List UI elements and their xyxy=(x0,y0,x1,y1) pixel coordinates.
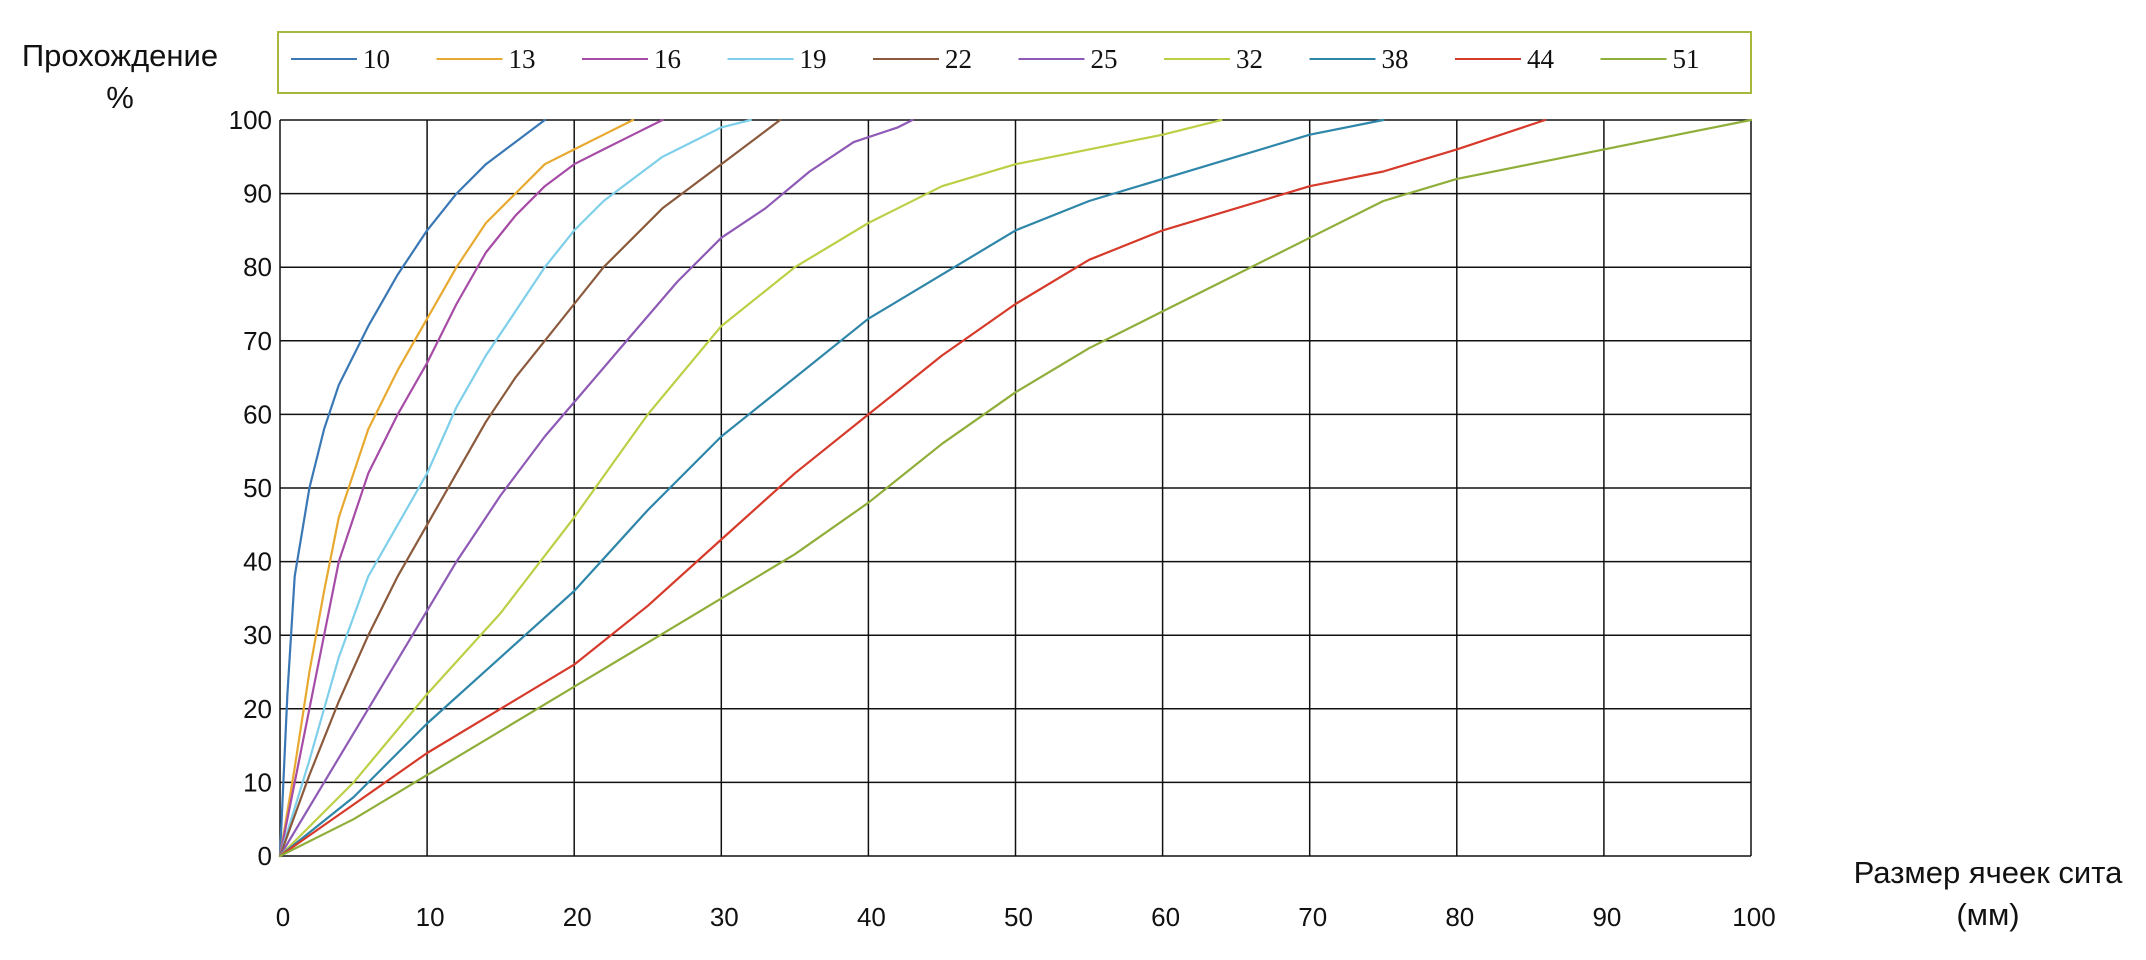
y-tick-labels: 0 10 20 30 40 50 60 70 80 90 100 xyxy=(229,105,272,871)
x-tick-label: 60 xyxy=(1151,902,1180,932)
x-tick-label: 20 xyxy=(563,902,592,932)
legend: 10 13 16 19 22 25 32 38 44 51 xyxy=(278,32,1751,93)
y-tick-label: 100 xyxy=(229,105,272,135)
x-tick-label: 50 xyxy=(1004,902,1033,932)
x-tick-label: 40 xyxy=(857,902,886,932)
y-tick-label: 90 xyxy=(243,179,272,209)
x-tick-label: 80 xyxy=(1445,902,1474,932)
y-tick-label: 0 xyxy=(258,841,272,871)
x-tick-label: 70 xyxy=(1298,902,1327,932)
x-tick-label: 100 xyxy=(1732,902,1775,932)
x-tick-label: 90 xyxy=(1592,902,1621,932)
x-tick-label: 0 xyxy=(276,902,290,932)
legend-label-16: 16 xyxy=(654,44,681,74)
x-tick-label: 30 xyxy=(710,902,739,932)
x-tick-labels: 0 10 20 30 40 50 60 70 80 90 100 xyxy=(276,902,1776,932)
legend-label-38: 38 xyxy=(1382,44,1409,74)
y-tick-label: 30 xyxy=(243,620,272,650)
legend-label-32: 32 xyxy=(1236,44,1263,74)
x-tick-label: 10 xyxy=(416,902,445,932)
legend-label-44: 44 xyxy=(1527,44,1555,74)
y-tick-label: 40 xyxy=(243,547,272,577)
y-tick-label: 70 xyxy=(243,326,272,356)
y-tick-label: 80 xyxy=(243,252,272,282)
y-tick-label: 50 xyxy=(243,473,272,503)
legend-label-22: 22 xyxy=(945,44,972,74)
legend-label-25: 25 xyxy=(1091,44,1118,74)
y-tick-label: 60 xyxy=(243,399,272,429)
legend-label-51: 51 xyxy=(1673,44,1700,74)
legend-label-13: 13 xyxy=(509,44,536,74)
legend-label-10: 10 xyxy=(363,44,390,74)
y-tick-label: 20 xyxy=(243,694,272,724)
legend-label-19: 19 xyxy=(800,44,827,74)
y-tick-label: 10 xyxy=(243,767,272,797)
